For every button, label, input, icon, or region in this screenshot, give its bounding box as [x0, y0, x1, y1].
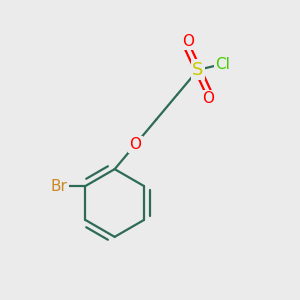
Text: O: O [182, 34, 194, 49]
Text: S: S [192, 61, 204, 79]
Text: Cl: Cl [215, 56, 230, 71]
Text: O: O [130, 137, 142, 152]
Text: Br: Br [50, 178, 67, 194]
Text: O: O [202, 91, 214, 106]
